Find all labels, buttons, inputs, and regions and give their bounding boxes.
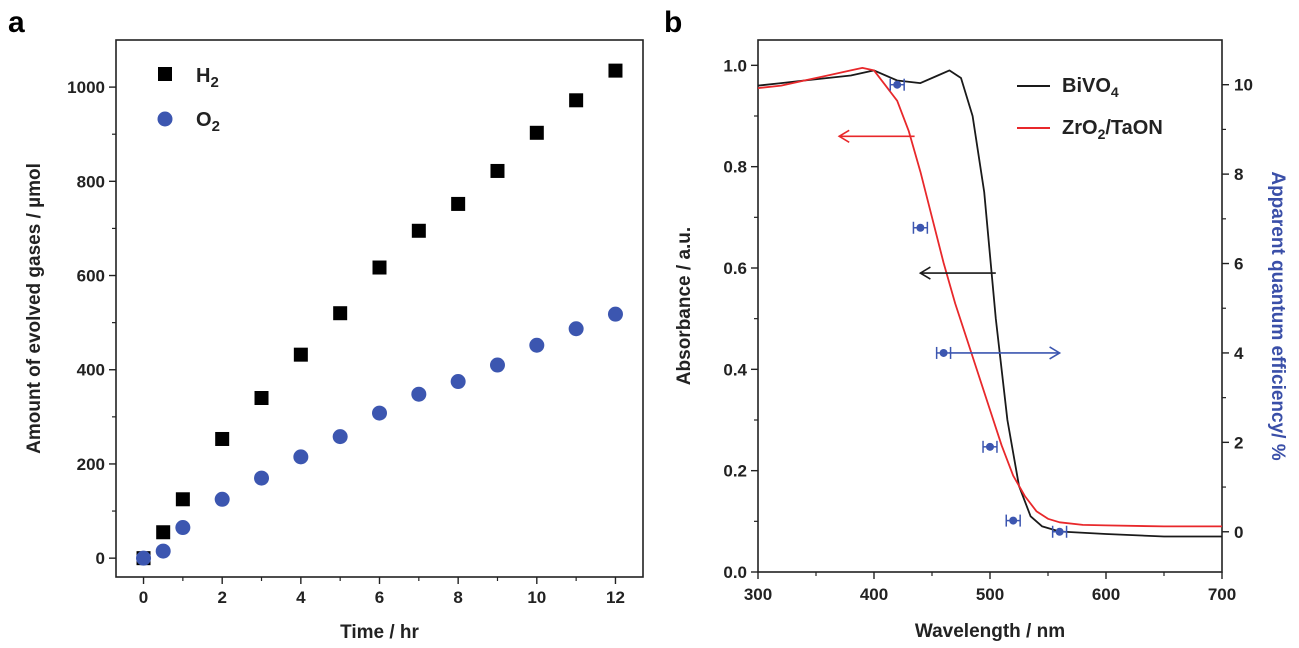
y-axis-label-a: Amount of evolved gases / µmol: [24, 163, 45, 454]
aqe-point: [1009, 516, 1018, 525]
aqe-point: [1055, 527, 1064, 536]
o2-point: [136, 550, 152, 566]
x-tick-label-a: 0: [139, 588, 148, 607]
h2-point: [215, 431, 230, 446]
legend-o2-label: O2: [196, 109, 220, 135]
h2-point: [411, 223, 426, 238]
x-tick-label-b: 500: [976, 585, 1004, 604]
y-tick-label-a: 200: [77, 455, 105, 474]
legend-h2-marker: [158, 67, 172, 81]
annotation-arrow-head: [1049, 346, 1062, 360]
x-tick-label-a: 2: [217, 588, 226, 607]
x-tick-label-a: 6: [375, 588, 384, 607]
annotation-arrow-head: [918, 266, 931, 280]
o2-point: [372, 405, 387, 421]
x-tick-label-a: 8: [453, 588, 462, 607]
x-tick-label-b: 400: [860, 585, 888, 604]
y-tick-label-b: 0.6: [723, 259, 747, 278]
x-tick-label-b: 300: [744, 585, 772, 604]
h2-point: [254, 391, 269, 405]
legend-h2-label: H2: [196, 65, 219, 91]
y-tick-label-b: 0.2: [723, 462, 747, 481]
o2-point: [489, 357, 505, 373]
aqe-point: [893, 80, 902, 89]
y-tick-label-a: 600: [77, 267, 105, 286]
o2-point: [450, 374, 466, 390]
annotation-arrow-head: [837, 129, 850, 143]
zro2-taon-curve: [757, 67, 1222, 528]
h2-point: [156, 525, 171, 540]
o2-point: [254, 470, 270, 486]
h2-point: [490, 163, 505, 178]
x-axis-label-a: Time / hr: [340, 622, 419, 643]
h2-point: [175, 492, 190, 507]
y2-tick-label-b: 6: [1234, 255, 1243, 274]
bivo4-curve: [757, 69, 1222, 538]
h2-point: [372, 260, 387, 275]
y2-tick-label-b: 10: [1234, 76, 1253, 95]
x-tick-label-a: 12: [606, 588, 625, 607]
legend-bivo4-label: BiVO4: [1062, 75, 1119, 100]
x-tick-label-a: 4: [296, 588, 306, 607]
h2-point: [529, 125, 544, 140]
y-tick-label-b: 0.8: [723, 158, 747, 177]
y-tick-label-a: 800: [77, 172, 105, 191]
y-tick-label-a: 400: [77, 361, 105, 380]
o2-point: [332, 429, 348, 445]
y2-tick-label-b: 8: [1234, 165, 1243, 184]
h2-point: [293, 347, 308, 362]
o2-point: [214, 491, 230, 507]
y2-tick-label-b: 0: [1234, 523, 1243, 542]
o2-point: [293, 449, 309, 465]
panel-a-letter: a: [8, 6, 25, 39]
y-tick-label-b: 1.0: [723, 56, 747, 75]
y-tick-label-a: 0: [96, 549, 105, 568]
y-tick-label-b: 0.0: [723, 563, 747, 582]
h2-point: [608, 63, 623, 78]
chart-b: 300 400 500 600 700 0.0 0.2 0.4 0.6 0.8 1.0 0 2 4 6 8 10…: [674, 39, 1288, 642]
h2-point: [333, 306, 348, 321]
h2-point: [569, 93, 584, 108]
x-tick-label-b: 700: [1208, 585, 1236, 604]
y2-tick-label-b: 2: [1234, 433, 1243, 452]
panel-b-letter: b: [664, 6, 682, 39]
o2-point: [529, 337, 545, 353]
aqe-point: [916, 223, 925, 232]
y-tick-label-b: 0.4: [723, 360, 747, 379]
legend-o2-marker: [157, 111, 173, 127]
chart-a: 0 2 4 6 8 10 12 0 200 400 600 800 1000 Time / hr Amoun…: [24, 39, 644, 643]
y-tick-label-a: 1000: [67, 78, 105, 97]
y-axis-label-b: Absorbance / a.u.: [674, 227, 695, 385]
aqe-point: [939, 348, 948, 357]
y2-tick-label-b: 4: [1234, 344, 1244, 363]
y2-axis-label-b: Apparent quantum efficiency/ %: [1267, 171, 1288, 460]
o2-point: [155, 543, 171, 559]
x-tick-label-b: 600: [1092, 585, 1120, 604]
o2-point: [607, 306, 623, 322]
x-axis-label-b: Wavelength / nm: [915, 621, 1065, 642]
legend-zro2-taon-label: ZrO2/TaON: [1062, 117, 1163, 142]
aqe-point: [986, 442, 994, 451]
o2-point: [175, 520, 191, 536]
x-tick-label-a: 10: [527, 588, 546, 607]
h2-point: [451, 196, 466, 211]
o2-point: [568, 321, 584, 337]
o2-point: [411, 386, 427, 402]
